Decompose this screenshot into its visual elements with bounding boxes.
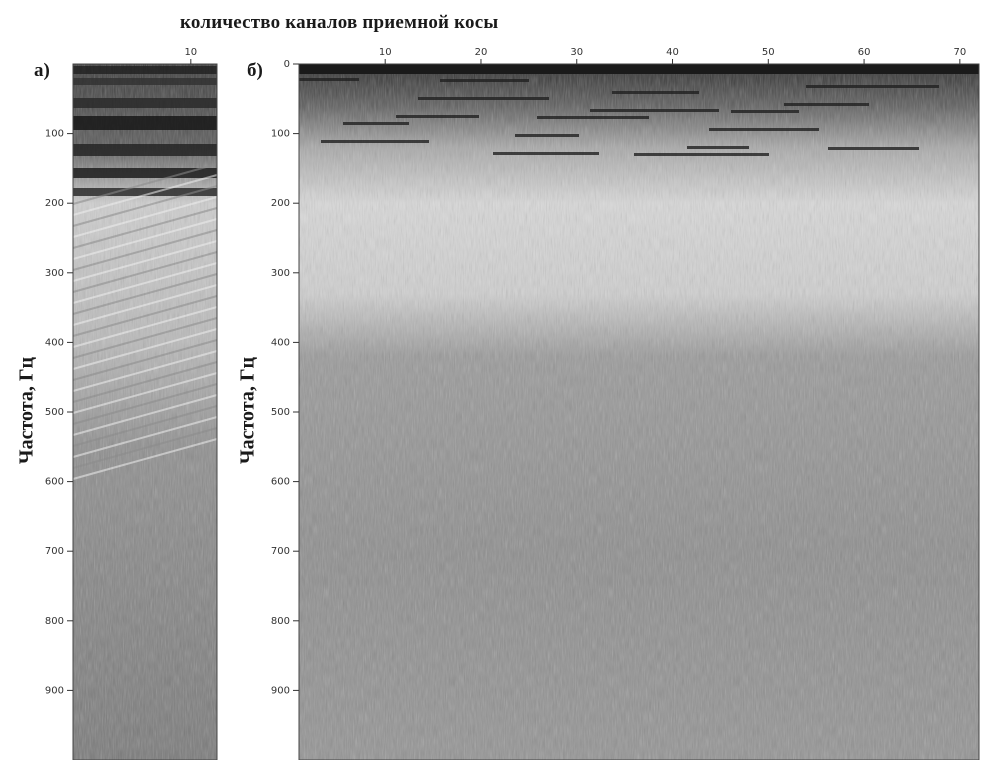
panel-b-heatmap-texture	[299, 64, 979, 760]
panel-a-y-tick-label: 200	[45, 198, 64, 209]
panel-a-y-tick-label: 400	[45, 337, 64, 348]
panel-b-band	[299, 64, 979, 74]
panel-b-y-tick-label: 700	[271, 546, 290, 557]
panel-b-y-tick-label: 900	[271, 685, 290, 696]
panel-a-streak	[72, 229, 218, 271]
panel-b-band	[321, 140, 429, 143]
panel-a-streak	[72, 350, 218, 392]
panel-b-x-tick-label: 20	[475, 47, 488, 58]
panel-a-band	[73, 116, 217, 130]
panel-a-streak	[72, 174, 218, 216]
panel-b-y-tick-label: 500	[271, 407, 290, 418]
panel-a-streak	[72, 405, 218, 447]
panel-b-plot: 10 20 30 40 50 60 7001002003004005006007008009…	[271, 47, 980, 760]
panel-b-x-tick-label: 70	[953, 47, 966, 58]
panel-b-y-tick-label: 600	[271, 477, 290, 488]
panel-a-streak	[72, 218, 218, 260]
panel-a-streak	[72, 394, 218, 436]
panel-b-x-tick-label: 40	[666, 47, 679, 58]
panel-b-band	[612, 91, 699, 94]
panel-b-band	[687, 146, 749, 149]
panel-a-y-tick-label: 800	[45, 616, 64, 627]
panel-b-y-tick-label: 400	[271, 337, 290, 348]
panel-a-band	[73, 78, 217, 85]
panel-a-band	[73, 188, 217, 196]
panel-a-y-tick-label: 700	[45, 546, 64, 557]
chart-title: количество каналов приемной косы	[180, 12, 499, 33]
panel-a-band	[73, 144, 217, 156]
panel-a-streak	[72, 262, 218, 304]
panel-b-band	[515, 134, 579, 137]
panel-b-y-tick-label: 200	[271, 198, 290, 209]
panel-a-streak	[72, 196, 218, 238]
panel-a-streak	[72, 361, 218, 403]
panel-a-y-tick-label: 300	[45, 268, 64, 279]
panel-b-band	[493, 152, 599, 155]
panel-a-streak	[72, 185, 218, 227]
panel-b-band	[806, 85, 939, 88]
panel-a-streak	[72, 240, 218, 282]
panel-a-streak	[72, 284, 218, 326]
panel-a-x-tick-label: 10	[184, 47, 197, 58]
panel-a-band	[73, 66, 217, 74]
panel-a-streak	[72, 438, 218, 480]
panel-b-x-tick-label: 60	[858, 47, 871, 58]
panel-b-band	[709, 128, 819, 131]
panel-b-x-tick-label: 50	[762, 47, 775, 58]
panel-a-streak	[72, 317, 218, 359]
panel-a-streak	[72, 273, 218, 315]
panel-b-band	[440, 79, 529, 82]
panel-a-y-tick-label: 900	[45, 685, 64, 696]
panel-b-band	[418, 97, 549, 100]
panel-b-band	[299, 78, 359, 81]
panel-a-y-tick-label: 100	[45, 129, 64, 140]
panel-a-streak	[72, 163, 218, 205]
panel-b-y-tick-label: 300	[271, 268, 290, 279]
panel-b-band	[396, 115, 479, 118]
panel-b-y-tick-label: 100	[271, 129, 290, 140]
panel-a-streak	[72, 339, 218, 381]
panel-a-streak	[72, 383, 218, 425]
panel-a-streak	[72, 207, 218, 249]
panel-a-streak	[72, 372, 218, 414]
panel-b-band	[590, 109, 719, 112]
panel-b-label: б)	[247, 60, 263, 81]
panel-b-band	[343, 122, 409, 125]
panel-b-x-tick-label: 30	[570, 47, 583, 58]
panel-a-streak	[72, 427, 218, 469]
panel-a-streak	[72, 306, 218, 348]
panel-a-label: а)	[34, 60, 50, 81]
panel-b-x-tick-label: 10	[379, 47, 392, 58]
panel-b-band	[731, 110, 799, 113]
panel-a-y-tick-label: 500	[45, 407, 64, 418]
panel-b-y-tick-label: 0	[284, 59, 290, 70]
panel-a-streak	[72, 328, 218, 370]
panel-b-band	[634, 153, 769, 156]
panel-b-band	[537, 116, 649, 119]
panel-a-band	[73, 168, 217, 178]
panel-b-y-tick-label: 800	[271, 616, 290, 627]
panel-a-streak	[72, 416, 218, 458]
panel-b-band	[784, 103, 869, 106]
panel-a-streak	[72, 295, 218, 337]
panel-a-plot: 10 100 200 300 400 500 600 700 800 900	[45, 47, 218, 760]
panel-a-band	[73, 98, 217, 108]
panel-a-streak	[72, 251, 218, 293]
panel-b-band	[828, 147, 919, 150]
panel-a-y-tick-label: 600	[45, 477, 64, 488]
